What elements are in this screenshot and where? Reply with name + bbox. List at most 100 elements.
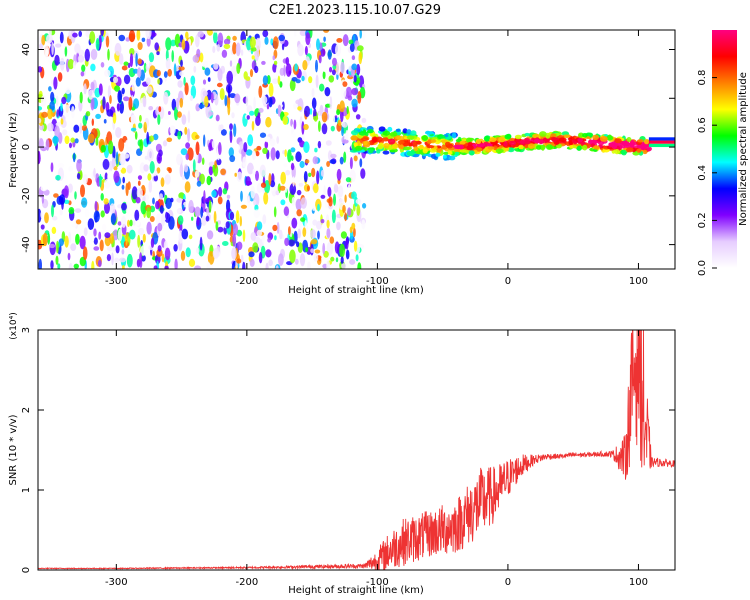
heatmap-cell: [109, 95, 112, 104]
heatmap-cell: [208, 111, 214, 116]
heatmap-cell: [263, 136, 271, 143]
heatmap-cell: [301, 121, 305, 135]
heatmap-cell: [137, 180, 141, 186]
heatmap-cell: [215, 114, 220, 122]
heatmap-cell: [236, 241, 243, 251]
heatmap-cell: [163, 71, 168, 78]
heatmap-cell: [358, 131, 367, 136]
heatmap-cell: [307, 261, 311, 269]
heatmap-cell: [220, 129, 227, 136]
heatmap-cell: [326, 97, 331, 104]
heatmap-cell: [195, 141, 200, 156]
heatmap-cell: [357, 91, 362, 104]
heatmap-cell: [147, 86, 153, 94]
heatmap-cell: [545, 144, 553, 150]
heatmap-cell: [360, 168, 366, 179]
heatmap-cell: [339, 243, 345, 258]
heatmap-cell: [159, 193, 163, 200]
heatmap-cell: [320, 48, 326, 57]
heatmap-cell: [55, 255, 59, 265]
heatmap-cell: [177, 215, 184, 226]
heatmap-cell: [327, 186, 332, 197]
heatmap-cell: [426, 131, 434, 135]
heatmap-cell: [161, 253, 165, 263]
heatmap-cell: [98, 34, 102, 48]
heatmap-cell: [614, 149, 620, 155]
heatmap-cell: [430, 139, 437, 143]
heatmap-cell: [273, 206, 277, 218]
heatmap-cell: [129, 48, 135, 56]
heatmap-cell: [217, 220, 222, 225]
heatmap-cell: [180, 250, 186, 261]
heatmap-cell: [119, 153, 126, 166]
heatmap-cell: [62, 129, 68, 136]
heatmap-cell: [102, 96, 106, 110]
heatmap-cell: [63, 104, 71, 118]
heatmap-cell: [90, 96, 95, 111]
heatmap-cell: [44, 212, 49, 224]
heatmap-cell: [395, 128, 401, 132]
heatmap-cell: [90, 63, 96, 72]
heatmap-cell: [378, 126, 386, 132]
heatmap-cell: [351, 98, 358, 108]
heatmap-cell: [74, 138, 79, 144]
heatmap-cell: [256, 145, 262, 151]
heatmap-cell: [268, 97, 273, 108]
heatmap-cell: [158, 106, 162, 113]
heatmap-cell: [466, 145, 474, 151]
heatmap-cell: [217, 196, 223, 205]
heatmap-cell: [240, 49, 244, 56]
heatmap-cell: [361, 117, 367, 123]
heatmap-cell: [93, 246, 100, 251]
heatmap-cell: [227, 164, 232, 174]
heatmap-cell: [316, 38, 320, 51]
heatmap-cell: [304, 45, 308, 56]
heatmap-cell: [137, 58, 142, 65]
heatmap-cell: [40, 224, 45, 230]
heatmap-cell: [90, 48, 98, 61]
heatmap-cell: [493, 145, 498, 151]
heatmap-cell: [243, 142, 248, 153]
heatmap-cell: [201, 215, 207, 226]
heatmap-cell: [41, 194, 45, 204]
heatmap-cell: [129, 53, 134, 68]
heatmap-cell: [295, 99, 302, 105]
heatmap-cell: [122, 176, 125, 184]
heatmap-cell: [328, 75, 335, 83]
heatmap-cell: [137, 42, 143, 50]
heatmap-cell: [252, 168, 256, 176]
heatmap-cell: [208, 142, 213, 152]
heatmap-cell: [406, 129, 412, 135]
heatmap-cell: [72, 32, 78, 38]
heatmap-cell: [60, 102, 63, 112]
colorbar-tick-label: 0.8: [697, 70, 708, 86]
heatmap-cell: [232, 223, 239, 236]
heatmap-cell: [279, 185, 286, 191]
heatmap-cell: [121, 249, 125, 255]
heatmap-cell: [229, 155, 236, 163]
heatmap-cell: [347, 183, 351, 195]
heatmap-cell: [202, 60, 209, 68]
heatmap-cell: [280, 171, 287, 185]
heatmap-cell: [381, 137, 390, 142]
heatmap-cell: [254, 65, 259, 74]
heatmap-cell: [240, 254, 244, 264]
heatmap-cell: [333, 184, 339, 193]
heatmap-cell: [224, 94, 228, 107]
heatmap-cell: [318, 120, 321, 132]
heatmap-cell: [118, 138, 125, 152]
heatmap-cell: [313, 183, 319, 194]
heatmap-cell: [105, 35, 110, 48]
heatmap-cell: [213, 210, 217, 224]
heatmap-cell: [312, 219, 318, 226]
heatmap-cell: [261, 95, 268, 105]
heatmap-cell: [187, 110, 191, 124]
heatmap-cell: [46, 34, 53, 44]
heatmap-cell: [246, 105, 253, 113]
heatmap-cell: [259, 132, 267, 138]
heatmap-cell: [221, 49, 228, 58]
heatmap-cell: [275, 65, 279, 78]
heatmap-cell: [288, 226, 291, 236]
heatmap-cell: [636, 148, 642, 153]
heatmap-cell: [253, 96, 256, 110]
